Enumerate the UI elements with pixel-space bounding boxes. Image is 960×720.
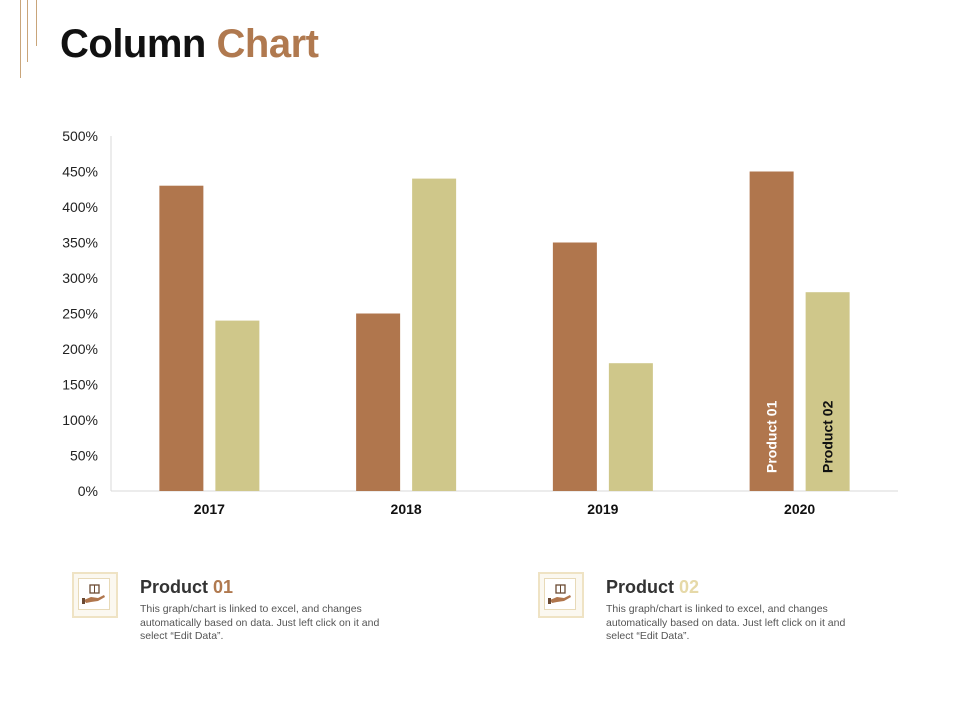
x-tick-label: 2017: [194, 501, 225, 517]
decorative-line-1: [20, 0, 21, 78]
decorative-line-2: [27, 0, 28, 62]
y-tick-label: 0%: [78, 483, 98, 499]
page-title: Column Chart: [60, 22, 319, 67]
bar-2017-2: [215, 320, 260, 491]
y-tick-label: 450%: [62, 164, 98, 180]
x-tick-label: 2019: [587, 501, 618, 517]
bar-2020-1: [749, 171, 794, 491]
hand-box-icon: [72, 572, 118, 618]
hand-box-icon: [538, 572, 584, 618]
decorative-line-3: [36, 0, 37, 46]
card-title: Product 01: [140, 577, 233, 598]
x-tick-label: 2018: [391, 501, 422, 517]
bar-2017-1: [159, 185, 204, 491]
y-tick-label: 500%: [62, 128, 98, 144]
bar-2019-1: [552, 242, 597, 491]
bar-2018-1: [356, 313, 401, 491]
y-tick-label: 300%: [62, 270, 98, 286]
card-title-label: Product: [606, 577, 675, 597]
bar-2020-2: [805, 292, 850, 491]
bar-2018-2: [412, 178, 457, 491]
card-description: This graph/chart is linked to excel, and…: [140, 603, 380, 642]
card-title-label: Product: [140, 577, 209, 597]
card-title-number: 02: [679, 577, 700, 597]
title-part-1: Column: [60, 22, 206, 66]
card-title-number: 01: [213, 577, 234, 597]
y-tick-label: 200%: [62, 341, 98, 357]
bar-2019-2: [608, 363, 653, 491]
y-tick-label: 50%: [70, 448, 98, 464]
y-tick-label: 250%: [62, 306, 98, 322]
card-description: This graph/chart is linked to excel, and…: [606, 603, 846, 642]
y-tick-label: 350%: [62, 235, 98, 251]
card-title: Product 02: [606, 577, 699, 598]
title-part-2: Chart: [216, 22, 319, 66]
y-tick-label: 150%: [62, 377, 98, 393]
x-tick-label: 2020: [784, 501, 815, 517]
y-tick-label: 400%: [62, 199, 98, 215]
series-label-2: Product 02: [820, 400, 836, 473]
column-chart: 0% 50% 100% 150% 200% 250% 300% 350% 400% 450% 500…: [62, 128, 898, 517]
series-label-1: Product 01: [764, 400, 780, 473]
y-tick-label: 100%: [62, 412, 98, 428]
